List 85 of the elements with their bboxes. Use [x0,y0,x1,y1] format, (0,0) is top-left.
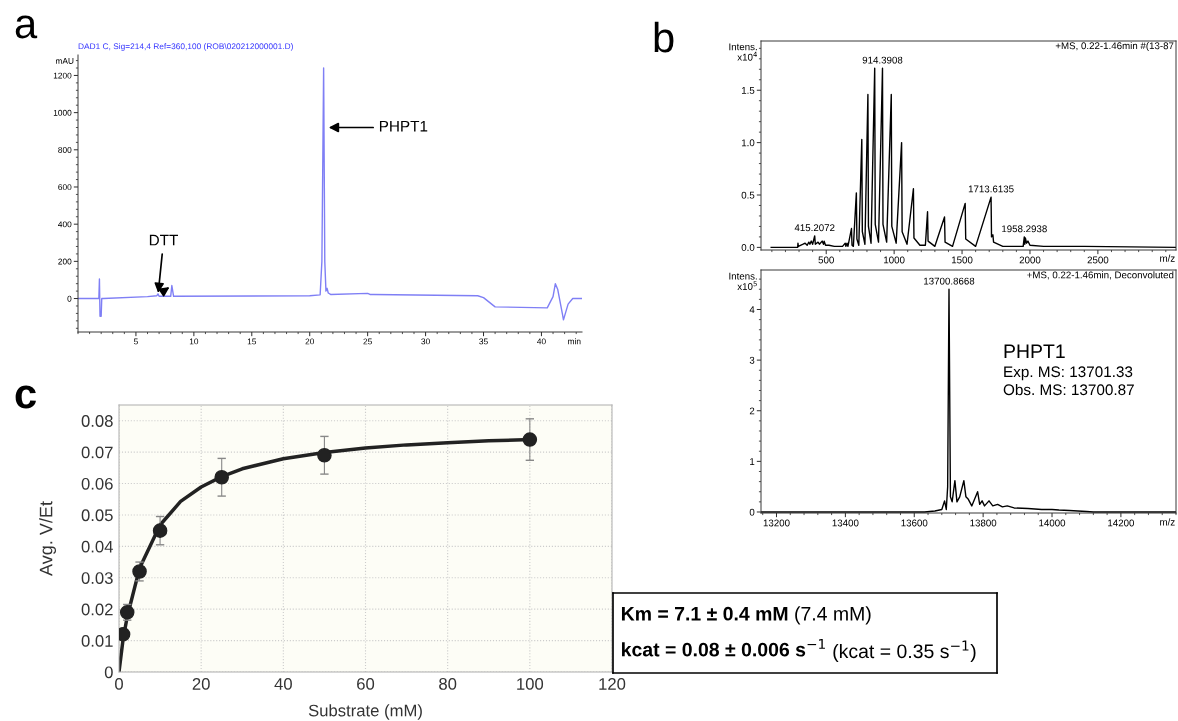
x-tick-label: 120 [599,678,626,690]
x-axis-title: m/z [1160,254,1175,262]
annotation: 415.2072 [794,224,835,232]
text: b [654,21,674,53]
y-tick-label: 2 [749,407,755,415]
y-tick-label: 0.08 [81,415,113,427]
x-tick-label: 13800 [970,519,997,527]
annotation: PHPT1 [1004,344,1065,358]
point [522,432,538,447]
annotation: 1713.6135 [968,185,1014,193]
chart-title: +MS, 0.22-1.46min #(13-87 [1055,42,1174,52]
y-tick-label: 0.04 [81,540,113,553]
x-axis-title: min [568,338,581,345]
x-tick-label: 35 [479,338,488,345]
y-axis-title: Intens. x10$^{4}$ [729,43,757,61]
x-tick-label: 25 [363,338,372,345]
text: a [15,15,38,39]
y-tick-label: 0 [67,295,72,302]
x-tick-label: 1000 [884,256,905,264]
annotation: PHPT1 [379,120,428,132]
x-tick-label: 20 [192,678,210,690]
x-tick-label: 5 [133,338,138,345]
y-tick-label: 1.0 [741,139,755,147]
text: (7.4 mM) [795,606,871,625]
x-tick-label: 40 [537,338,546,345]
text: Km = 7.1 ± 0.4 mM [621,606,788,621]
y-tick-label: 800 [58,147,72,153]
annotation: 13700.8668 [924,277,975,285]
annotation: Exp. MS: 13701.33 [1004,366,1133,381]
x-tick-label: 20 [305,338,315,345]
y-tick-label: 1 [750,458,755,465]
text: (kcat = 0.35 s$^{−1}$) [833,640,976,662]
x-axis-title: Substrate (mM) [308,704,422,720]
y-tick-label: 0.01 [81,634,113,647]
y-tick-label: 0.05 [81,509,113,522]
text: kcat = 0.08 ± 0.006 s$^{−1}$ [622,638,825,657]
line-series [78,67,582,321]
x-tick-label: 10 [189,338,199,345]
y-tick-label: 200 [58,258,72,265]
x-tick-label: 40 [274,678,292,690]
point [152,523,168,538]
y-tick-label: 0 [104,666,113,679]
x-tick-label: 80 [439,678,457,690]
annotation: DTT [149,234,178,246]
x-tick-label: 100 [517,678,544,690]
x-tick-label: 13600 [901,519,928,527]
y-tick-label: 1000 [53,109,72,116]
chart-title: +MS, 0.22-1.46min, Deconvoluted [1027,271,1174,280]
x-tick-label: 14200 [1108,519,1135,527]
x-tick-label: 2000 [1019,256,1041,264]
y-axis-title: Intens. x10$^{5}$ [729,272,757,290]
chart-title: DAD1 C, Sig=214,4 Ref=360,100 (ROB\020212000001.D) [78,43,293,51]
point [214,469,229,485]
y-axis-title: Avg. V/Et [39,501,57,576]
annotation: 914.3908 [862,56,903,64]
y-tick-label: 0.5 [741,191,755,199]
y-tick-label: 1.5 [741,87,755,94]
line-series [770,67,1176,249]
y-tick-label: 0.07 [81,446,113,459]
annotation: Obs. MS: 13700.87 [1003,383,1134,396]
x-tick-label: 30 [421,338,430,345]
y-tick-label: 0.06 [81,477,113,490]
x-tick-label: 14000 [1039,519,1066,527]
y-axis-title: mAU [56,58,74,64]
x-tick-label: 2500 [1087,256,1109,264]
point [317,447,332,463]
x-tick-label: 0 [115,678,123,690]
x-tick-label: 13200 [763,519,790,527]
text: c [15,385,36,409]
y-tick-label: 0.02 [81,603,113,616]
y-tick-label: 600 [58,184,72,191]
y-tick-label: 0.03 [81,572,113,584]
x-tick-label: 1500 [951,256,973,264]
y-tick-label: 1200 [53,72,72,79]
y-tick-label: 3 [749,356,755,364]
y-tick-label: 400 [58,221,72,228]
x-tick-label: 15 [247,338,257,345]
x-axis-title: m/z [1160,518,1175,526]
x-tick-label: 500 [818,256,834,264]
x-tick-label: 13400 [832,519,859,527]
y-tick-label: 0.0 [741,244,755,251]
y-tick-label: 0 [749,508,755,516]
y-tick-label: 4 [749,306,755,314]
x-tick-label: 60 [357,678,375,690]
annotation: 1958.2938 [1002,225,1047,233]
